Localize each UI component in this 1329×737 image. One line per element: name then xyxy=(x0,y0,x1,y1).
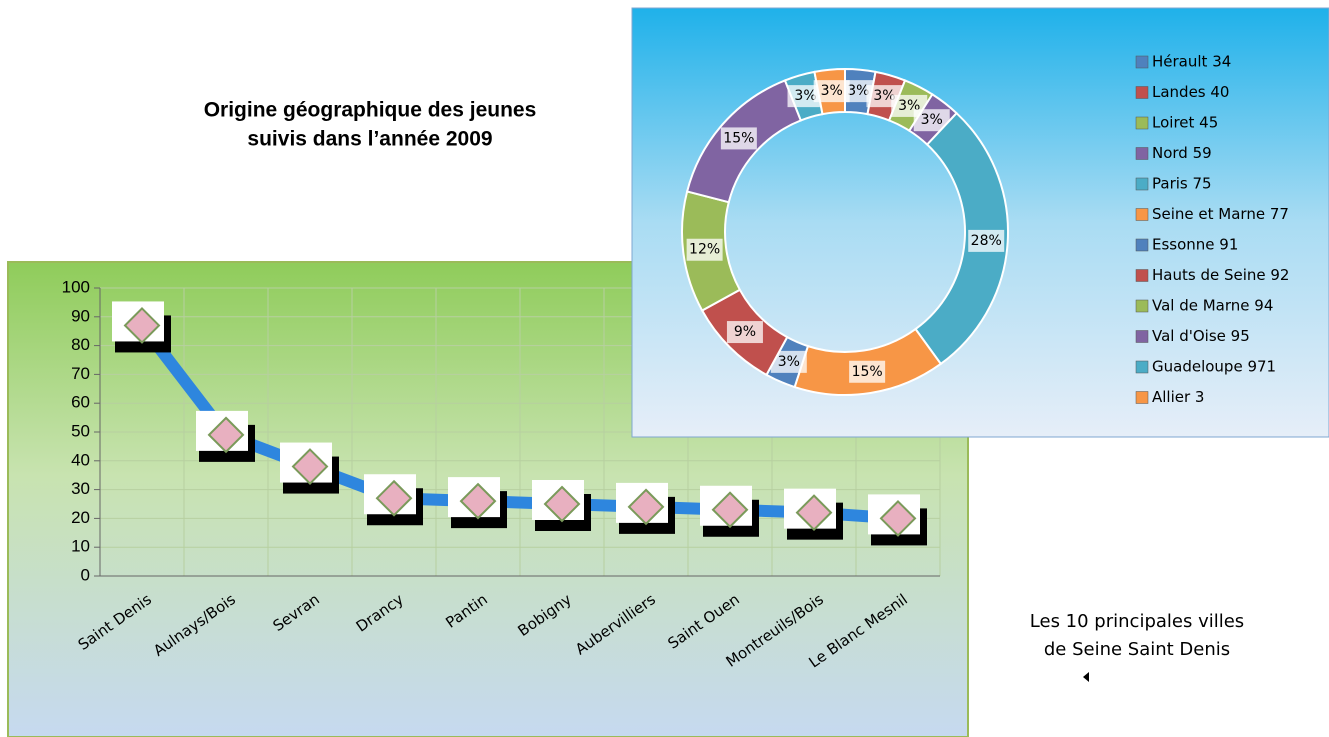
y-tick-label: 10 xyxy=(71,537,90,556)
data-label: 3% xyxy=(873,88,895,104)
label-box xyxy=(813,80,850,103)
legend-swatch xyxy=(1135,391,1149,404)
legend-label: Paris 75 xyxy=(1152,175,1212,193)
marker xyxy=(627,488,665,526)
legend-label: Hérault 34 xyxy=(1152,53,1231,71)
y-tick-label: 80 xyxy=(71,335,90,354)
marker xyxy=(795,494,833,532)
legend-swatch xyxy=(1135,330,1149,343)
label-box xyxy=(968,229,1005,252)
cursor-arrow xyxy=(1083,672,1089,682)
marker xyxy=(291,448,329,485)
legend-label: Nord 59 xyxy=(1152,144,1212,162)
legend-label: Guadeloupe 971 xyxy=(1152,358,1276,376)
marker xyxy=(375,479,413,517)
label-box xyxy=(770,350,807,373)
legend-swatch xyxy=(1135,147,1149,160)
label-box xyxy=(686,238,723,261)
label-box xyxy=(720,127,757,150)
marker xyxy=(207,416,245,454)
label-box xyxy=(726,321,763,344)
y-tick-label: 60 xyxy=(71,393,90,412)
legend-swatch xyxy=(1135,177,1149,191)
legend-swatch xyxy=(1135,116,1149,130)
legend-swatch xyxy=(1135,269,1149,282)
y-tick-label: 90 xyxy=(71,306,90,325)
y-tick-label: 30 xyxy=(71,479,90,498)
marker xyxy=(123,307,161,344)
data-label: 15% xyxy=(852,364,883,380)
caption-line: Les 10 principales villes xyxy=(1030,611,1244,632)
legend-swatch xyxy=(1135,55,1149,69)
donut-chart: 3% 3%3%3%28%15%3%9%12%15%3% 3%Hérault 34La… xyxy=(681,53,1289,406)
marker xyxy=(459,482,497,520)
data-label: 15% xyxy=(723,130,754,146)
legend-swatch xyxy=(1135,360,1149,374)
data-label: 9% xyxy=(734,324,756,340)
legend-swatch xyxy=(1135,208,1149,221)
label-box xyxy=(913,109,950,132)
y-tick-label: 0 xyxy=(81,565,90,584)
data-label: 3% xyxy=(847,83,869,99)
data-label: 3% xyxy=(778,354,800,370)
legend-label: Landes 40 xyxy=(1152,83,1229,101)
legend-label: Hauts de Seine 92 xyxy=(1152,266,1289,284)
marker xyxy=(711,491,749,529)
legend-label: Seine et Marne 77 xyxy=(1152,205,1289,223)
legend-swatch xyxy=(1135,86,1149,99)
legend-swatch xyxy=(1135,238,1149,252)
y-tick-label: 20 xyxy=(71,508,90,527)
data-label: 12% xyxy=(689,242,720,258)
legend-swatch xyxy=(1135,299,1149,313)
legend-label: Val de Marne 94 xyxy=(1152,297,1273,315)
legend-label: Loiret 45 xyxy=(1152,114,1218,132)
label-box xyxy=(849,360,886,383)
legend-label: Val d'Oise 95 xyxy=(1152,327,1250,345)
y-tick-label: 40 xyxy=(71,450,90,469)
legend-label: Essonne 91 xyxy=(1152,236,1238,254)
title-line: Origine géographique des jeunes xyxy=(204,99,537,122)
y-tick-label: 100 xyxy=(62,277,90,296)
marker xyxy=(879,499,917,537)
caption-line: de Seine Saint Denis xyxy=(1044,639,1230,660)
y-tick-label: 70 xyxy=(71,364,90,383)
title-line: suivis dans l’année 2009 xyxy=(247,128,492,151)
data-label: 28% xyxy=(971,233,1002,249)
y-tick-label: 50 xyxy=(71,421,90,440)
data-label: 3% xyxy=(821,83,843,99)
marker xyxy=(543,485,581,523)
line xyxy=(137,321,899,525)
data-label: 3% xyxy=(921,112,943,128)
legend-label: Allier 3 xyxy=(1152,388,1204,406)
data-label: 3% xyxy=(794,88,816,104)
